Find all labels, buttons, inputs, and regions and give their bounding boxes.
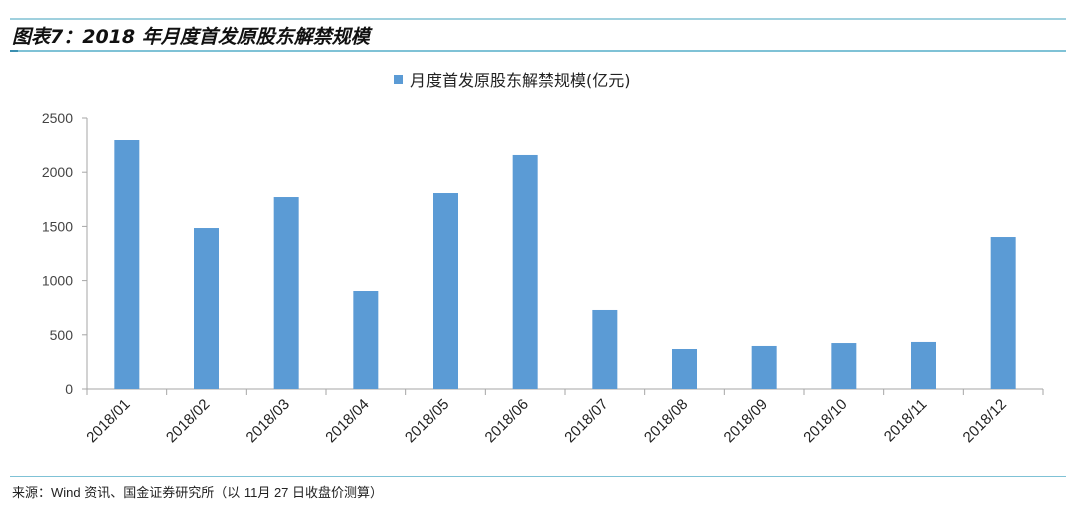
y-tick-label: 500 bbox=[50, 327, 74, 343]
bar-2018/05 bbox=[433, 193, 458, 389]
bar-2018/09 bbox=[751, 345, 777, 389]
title-rule bbox=[10, 50, 1066, 52]
legend-swatch bbox=[394, 75, 403, 84]
x-tick-label: 2018/09 bbox=[721, 396, 771, 446]
y-tick-label: 1000 bbox=[42, 273, 73, 289]
x-tick-label: 2018/07 bbox=[561, 396, 611, 446]
y-tick-label: 0 bbox=[65, 381, 73, 397]
bar-2018/12 bbox=[990, 237, 1016, 389]
y-tick-label: 2000 bbox=[42, 164, 73, 180]
x-tick-label: 2018/01 bbox=[83, 396, 133, 446]
bar-2018/07 bbox=[592, 309, 618, 389]
bar-2018/02 bbox=[194, 228, 219, 389]
bar-2018/03 bbox=[273, 197, 299, 389]
bar-2018/04 bbox=[353, 291, 379, 389]
y-tick-label: 1500 bbox=[42, 218, 73, 234]
x-tick-label: 2018/04 bbox=[322, 396, 372, 446]
bar-2018/10 bbox=[831, 343, 857, 389]
bar-2018/06 bbox=[512, 154, 538, 389]
x-tick-label: 2018/05 bbox=[402, 396, 452, 446]
bar-2018/08 bbox=[672, 349, 697, 389]
bar-2018/11 bbox=[911, 341, 936, 389]
x-tick-label: 2018/11 bbox=[881, 396, 931, 446]
bar-2018/01 bbox=[114, 140, 140, 389]
x-tick-label: 2018/02 bbox=[163, 396, 213, 446]
footer-rule bbox=[10, 476, 1066, 477]
x-tick-label: 2018/08 bbox=[641, 396, 691, 446]
x-tick-label: 2018/10 bbox=[800, 396, 850, 446]
top-rule bbox=[10, 18, 1066, 20]
source-note: 来源：Wind 资讯、国金证券研究所（以 11月 27 日收盘价测算） bbox=[12, 485, 384, 500]
x-tick-label: 2018/03 bbox=[243, 396, 293, 446]
chart-title: 图表7：2018 年月度首发原股东解禁规模 bbox=[12, 26, 370, 48]
y-tick-label: 2500 bbox=[42, 110, 73, 126]
x-tick-label: 2018/06 bbox=[482, 396, 532, 446]
x-tick-label: 2018/12 bbox=[960, 396, 1010, 446]
legend-label: 月度首发原股东解禁规模(亿元) bbox=[410, 71, 631, 90]
